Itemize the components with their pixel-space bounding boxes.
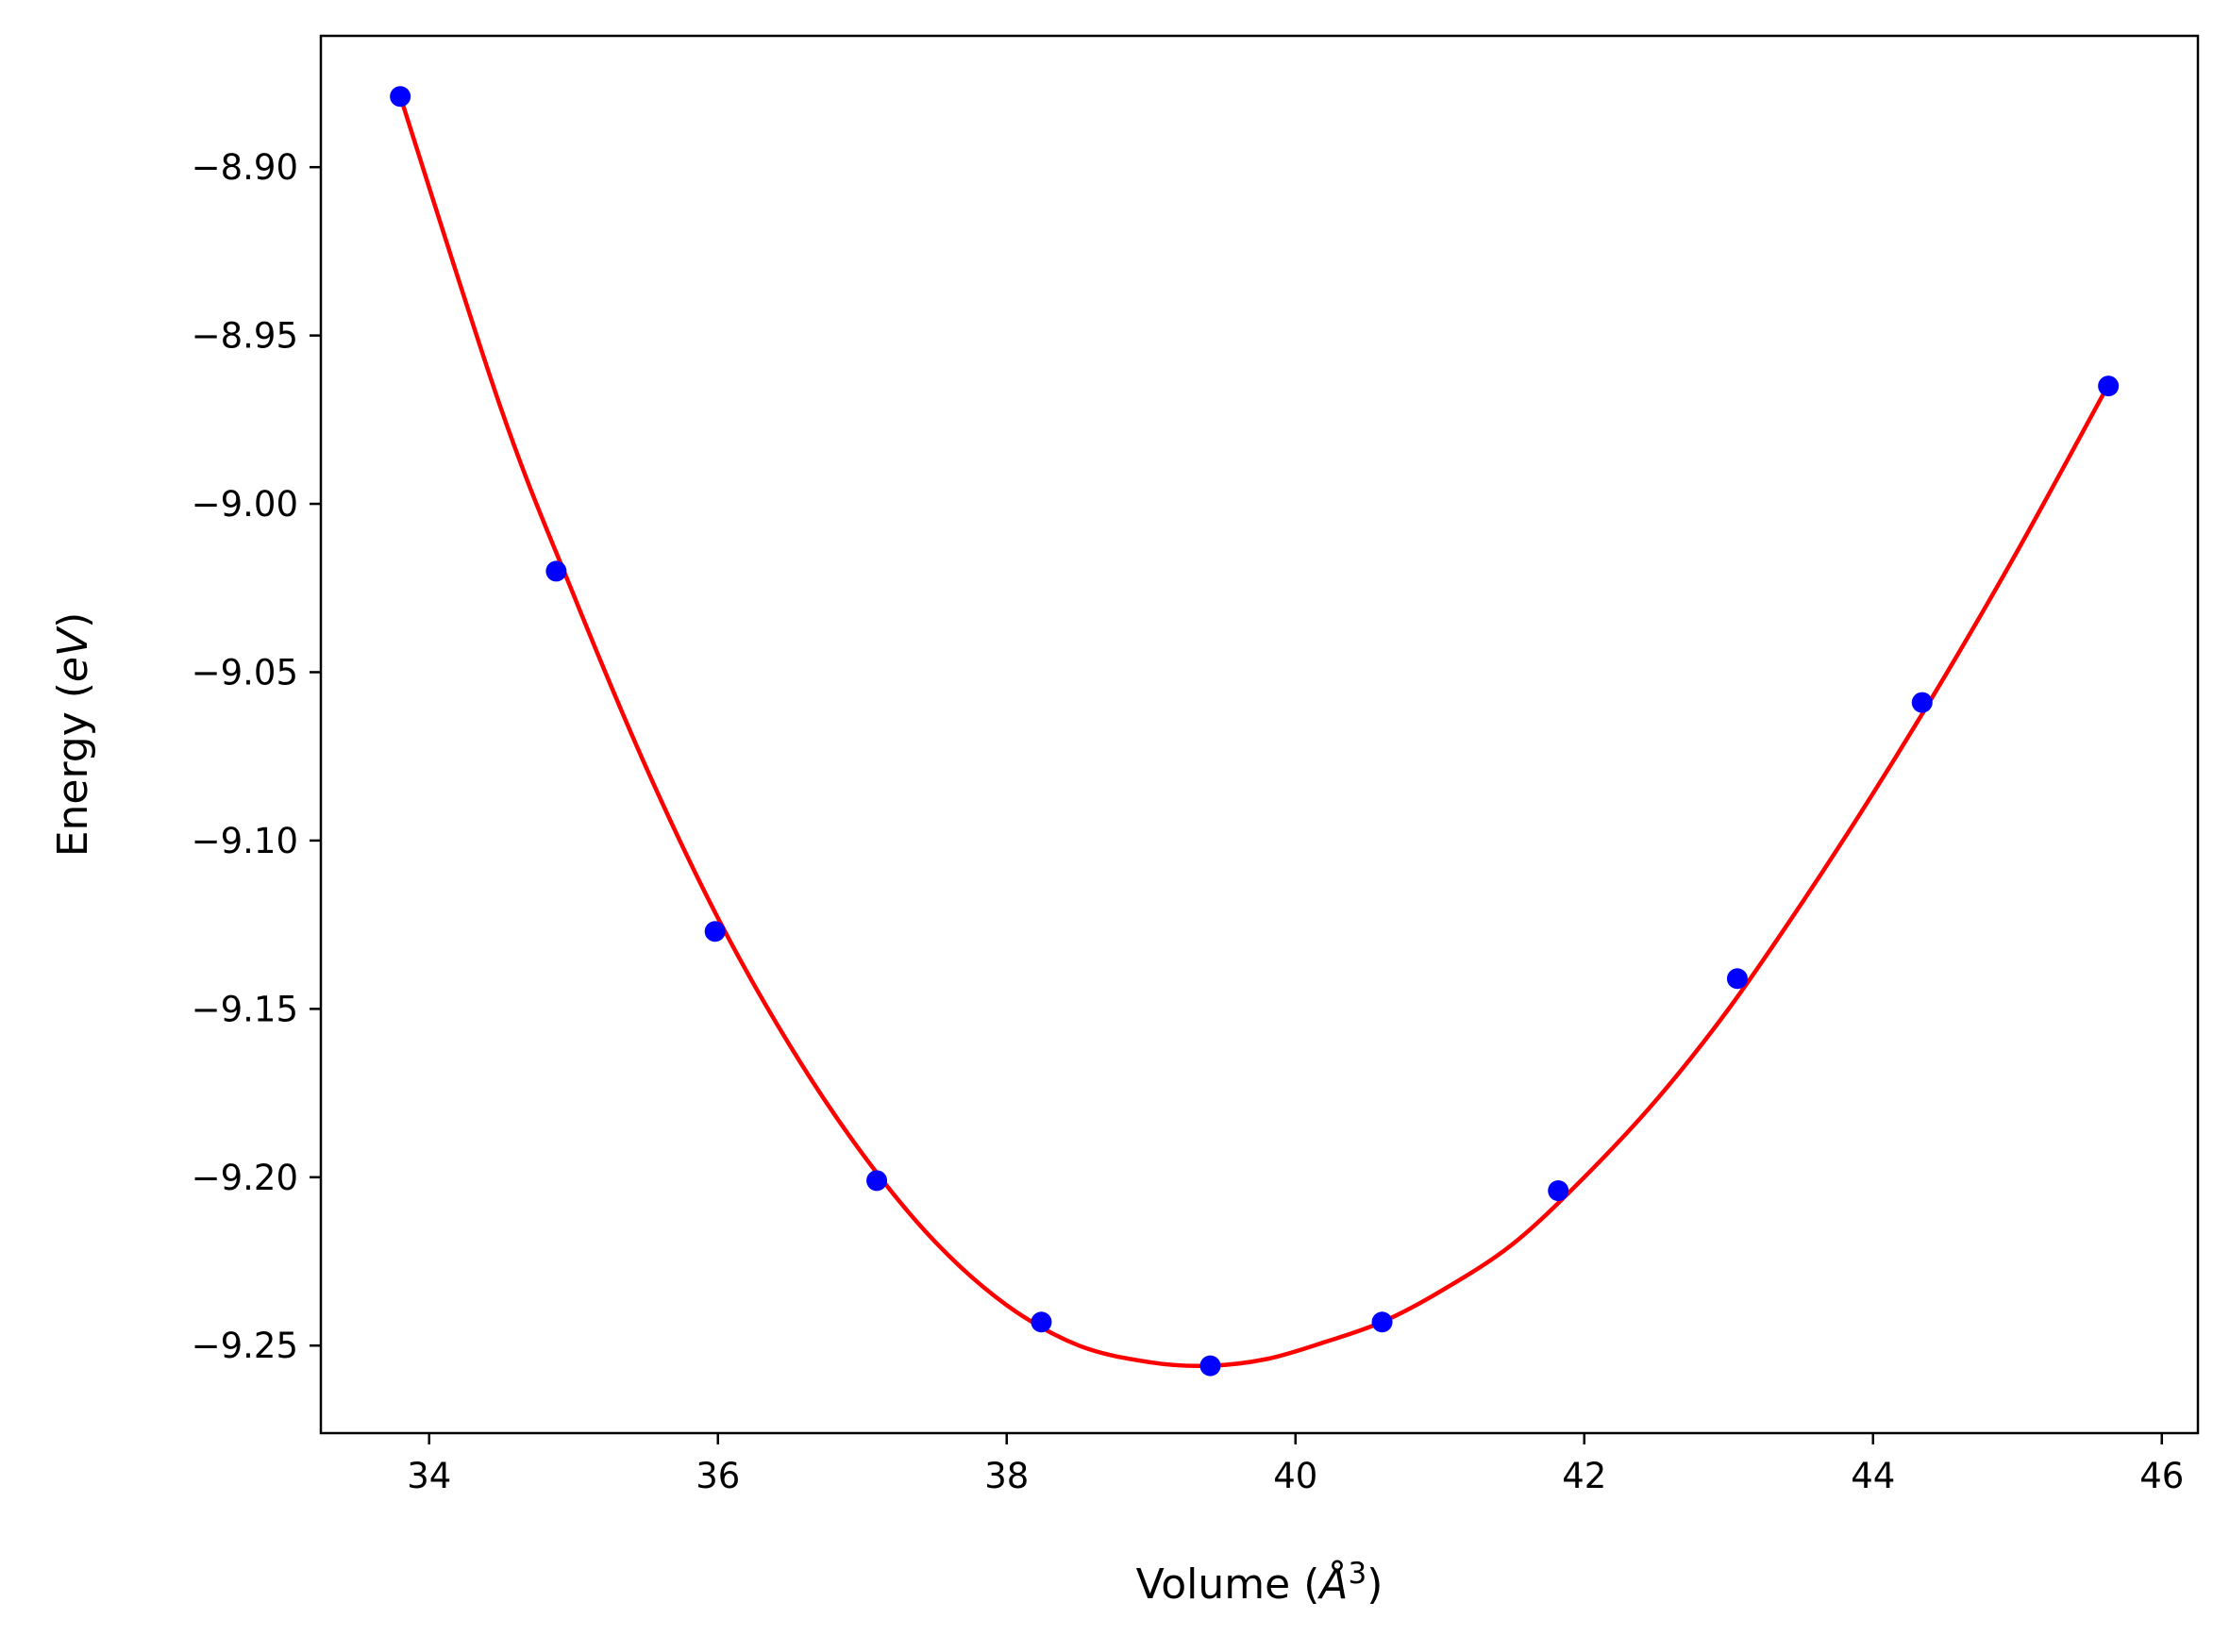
y-tick-label: −8.90	[192, 147, 298, 188]
y-tick-label: −8.95	[192, 316, 298, 357]
y-tick-label: −9.15	[192, 989, 298, 1029]
series-layer	[390, 86, 2120, 1377]
x-tick-label: 46	[2139, 1456, 2184, 1496]
data-point-marker	[545, 560, 567, 582]
data-point-marker	[2098, 375, 2120, 397]
y-axis-ticks: −8.90 −8.95 −9.00 −9.05 −9.10 −9.15 −9.20 −9.25	[192, 147, 321, 1366]
y-axis-label-close: )	[49, 612, 97, 628]
x-axis-label-unit: Å	[1316, 1559, 1348, 1609]
data-point-marker	[704, 921, 726, 943]
y-axis-label-unit: eV	[49, 626, 97, 682]
data-point-marker	[1031, 1311, 1052, 1333]
data-point-marker	[1199, 1355, 1221, 1377]
y-tick-label: −9.10	[192, 821, 298, 861]
y-tick-label: −9.20	[192, 1158, 298, 1198]
data-point-marker	[866, 1170, 888, 1192]
x-axis-label: Volume (Å3)	[1136, 1557, 1383, 1609]
x-tick-label: 38	[984, 1456, 1029, 1496]
y-axis-label: Energy (eV)	[49, 612, 97, 858]
x-tick-label: 36	[696, 1456, 740, 1496]
data-point-marker	[1548, 1180, 1569, 1202]
y-tick-label: −9.00	[192, 484, 298, 525]
x-axis-label-exponent: 3	[1349, 1557, 1367, 1591]
x-tick-label: 34	[407, 1456, 451, 1496]
x-axis-label-main: Volume (	[1136, 1560, 1320, 1609]
data-point-marker	[390, 86, 411, 108]
plot-frame	[319, 34, 2200, 1435]
y-tick-label: −9.25	[192, 1326, 298, 1366]
x-tick-label: 40	[1273, 1456, 1317, 1496]
fit-curve-line	[398, 95, 2106, 1369]
x-axis-label-close: )	[1367, 1560, 1383, 1609]
y-axis-label-main: Energy (	[49, 682, 97, 857]
x-axis-ticks: 34 36 38 40 42 44 46	[407, 1433, 2184, 1496]
y-tick-label: −9.05	[192, 652, 298, 693]
x-tick-label: 44	[1851, 1456, 1895, 1496]
data-point-marker	[1726, 968, 1748, 990]
data-point-marker	[1911, 692, 1933, 713]
data-point-marker	[1371, 1311, 1393, 1333]
x-tick-label: 42	[1562, 1456, 1606, 1496]
